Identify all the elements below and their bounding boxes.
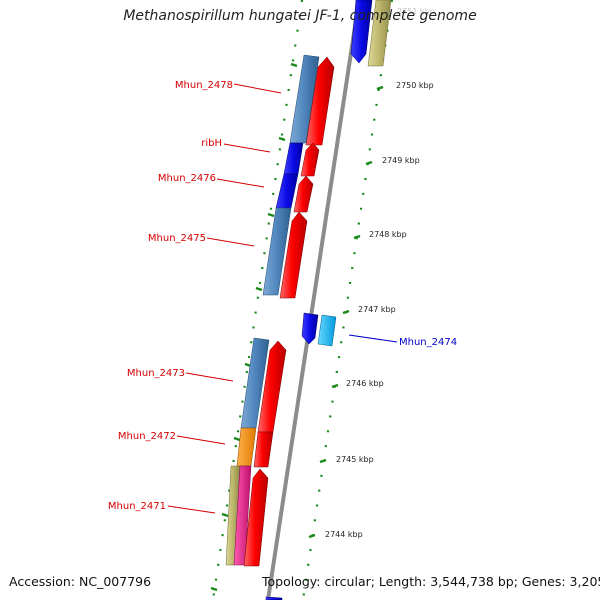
gene-track-steelblue-2478[interactable] xyxy=(289,54,320,144)
gene-label-mhun-2471[interactable]: Mhun_2471 xyxy=(108,501,166,512)
gene-label-ribh[interactable]: ribH xyxy=(201,138,222,149)
cds-arrow-2476[interactable] xyxy=(293,175,314,213)
gene-track-blue-ribh[interactable] xyxy=(283,142,304,175)
gene-track-blue-2476[interactable] xyxy=(275,173,299,209)
gene-feature-blue-top[interactable] xyxy=(350,0,373,64)
gene-labels: Mhun_2478 ribH Mhun_2476 Mhun_2475 Mhun_… xyxy=(108,80,457,512)
gene-feature-cyan-2474[interactable] xyxy=(317,314,337,347)
accession-text: Accession: NC_007796 xyxy=(9,574,152,589)
tick-label: 2748 kbp xyxy=(369,230,407,239)
tick-label: 2746 kbp xyxy=(346,379,384,388)
leader-line-2476 xyxy=(216,178,265,188)
leader-line-2474 xyxy=(348,334,398,343)
gene-label-mhun-2472[interactable]: Mhun_2472 xyxy=(118,431,176,442)
tick-label: 2749 kbp xyxy=(382,156,420,165)
tick-label: 2750 kbp xyxy=(396,81,434,90)
cds-arrow-2472[interactable] xyxy=(253,431,274,468)
leader-line-2473 xyxy=(185,372,234,382)
leader-line-2472 xyxy=(176,435,226,445)
leader-line-2478 xyxy=(233,83,282,94)
gene-track-steelblue-2475[interactable] xyxy=(262,207,292,296)
gene-feature-blue-bottom[interactable] xyxy=(265,596,283,600)
gene-label-mhun-2473[interactable]: Mhun_2473 xyxy=(127,368,185,379)
gene-track-orange-2472[interactable] xyxy=(236,427,257,467)
gene-label-mhun-2476[interactable]: Mhun_2476 xyxy=(158,173,216,184)
tick-label: 2745 kbp xyxy=(336,455,374,464)
tick-label: 2747 kbp xyxy=(358,305,396,314)
tick-label: 2744 kbp xyxy=(325,530,363,539)
cds-arrow-2478[interactable] xyxy=(305,56,335,146)
map-title: Methanospirillum hungatei JF-1, complete… xyxy=(123,8,477,24)
topology-text: Topology: circular; Length: 3,544,738 bp… xyxy=(262,574,600,589)
cds-arrow-2473[interactable] xyxy=(257,340,287,433)
genome-backbone xyxy=(266,0,361,600)
leader-line-2471 xyxy=(167,505,216,514)
gene-feature-blue-2474-left[interactable] xyxy=(301,312,319,345)
gene-label-mhun-2475[interactable]: Mhun_2475 xyxy=(148,233,206,244)
gene-label-mhun-2474[interactable]: Mhun_2474 xyxy=(399,337,457,348)
tick-label: 2751 kbp xyxy=(397,7,435,16)
gene-feature-khaki-top[interactable] xyxy=(367,0,392,67)
gene-label-mhun-2478[interactable]: Mhun_2478 xyxy=(175,80,233,91)
leader-line-2475 xyxy=(206,237,255,247)
cds-arrow-2475[interactable] xyxy=(279,211,308,299)
cds-arrow-ribh[interactable] xyxy=(300,142,320,177)
scale-tick-labels: 2751 kbp 2750 kbp 2749 kbp 2748 kbp 2747… xyxy=(325,7,435,539)
label-leader-lines xyxy=(167,83,398,514)
cds-arrow-2471[interactable] xyxy=(243,468,269,567)
inner-major-ticks xyxy=(210,62,298,592)
leader-line-ribh xyxy=(223,143,271,153)
